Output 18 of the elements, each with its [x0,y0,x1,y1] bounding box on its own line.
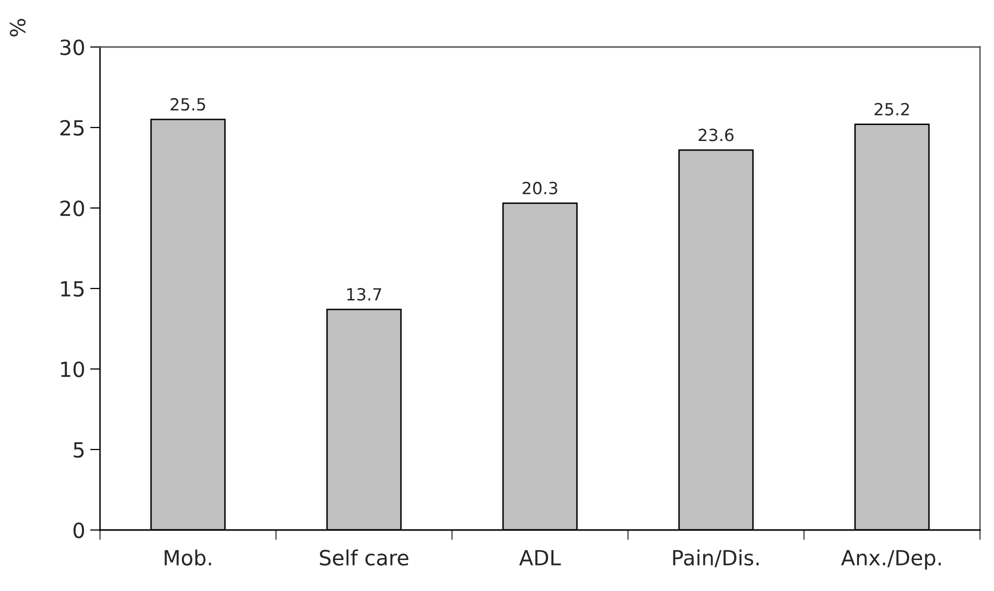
data-label: 23.6 [698,128,734,142]
y-tick-label: 30 [60,39,84,56]
x-tick-label: Pain/Dis. [673,549,759,568]
data-label: 20.3 [522,182,558,194]
x-tick-label: Mob. [164,549,212,566]
data-label: 25.2 [874,102,909,116]
data-label: 13.7 [347,288,382,301]
data-label: 25.5 [170,98,206,111]
y-tick-label: 10 [61,361,84,378]
y-tick-label: 0 [74,522,84,538]
y-axis-title: % [10,18,26,36]
x-tick-label: Anx./Dep. [841,550,941,570]
y-tick-label: 5 [74,442,84,458]
x-tick-label: Self care [320,549,408,566]
x-tick-label: ADL [519,550,561,566]
y-tick-label: 15 [61,281,84,297]
y-tick-label: 25 [60,120,84,136]
y-tick-label: 20 [60,200,84,216]
